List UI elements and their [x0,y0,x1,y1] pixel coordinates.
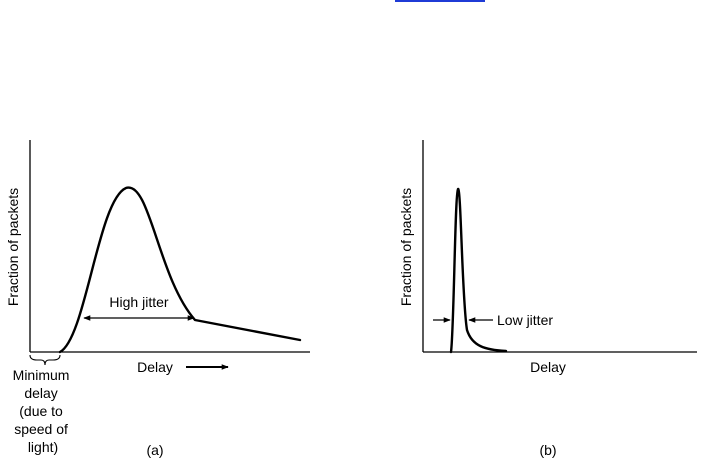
panel-a-y-label: Fraction of packets [5,188,21,306]
min-delay-line-5: light) [28,439,58,455]
panel-a-jitter-label-bg [101,294,177,312]
panel-b: Fraction of packets Low jitter Delay (b) [398,140,697,458]
panel-a-delay-curve [58,186,302,354]
min-delay-line-1: Minimum [13,367,70,383]
panel-b-y-label: Fraction of packets [398,188,414,306]
panel-a-min-delay-brace [29,354,61,366]
panel-a: Fraction of packets High jitter Minimum … [5,140,310,458]
panel-a-jitter-label: High jitter [109,294,168,310]
panel-b-jitter-label: Low jitter [497,312,553,328]
panel-b-x-label: Delay [530,359,566,375]
min-delay-line-2: delay [24,385,57,401]
panel-b-delay-curve [449,187,508,354]
panel-b-caption: (b) [539,442,556,458]
min-delay-line-3: (due to [19,403,63,419]
panel-a-x-label: Delay [137,359,173,375]
panel-a-caption: (a) [146,442,163,458]
top-link-underline[interactable] [395,0,485,2]
min-delay-line-4: speed of [14,421,68,437]
panel-a-min-delay-label: Minimum delay (due to speed of light) [13,367,74,455]
